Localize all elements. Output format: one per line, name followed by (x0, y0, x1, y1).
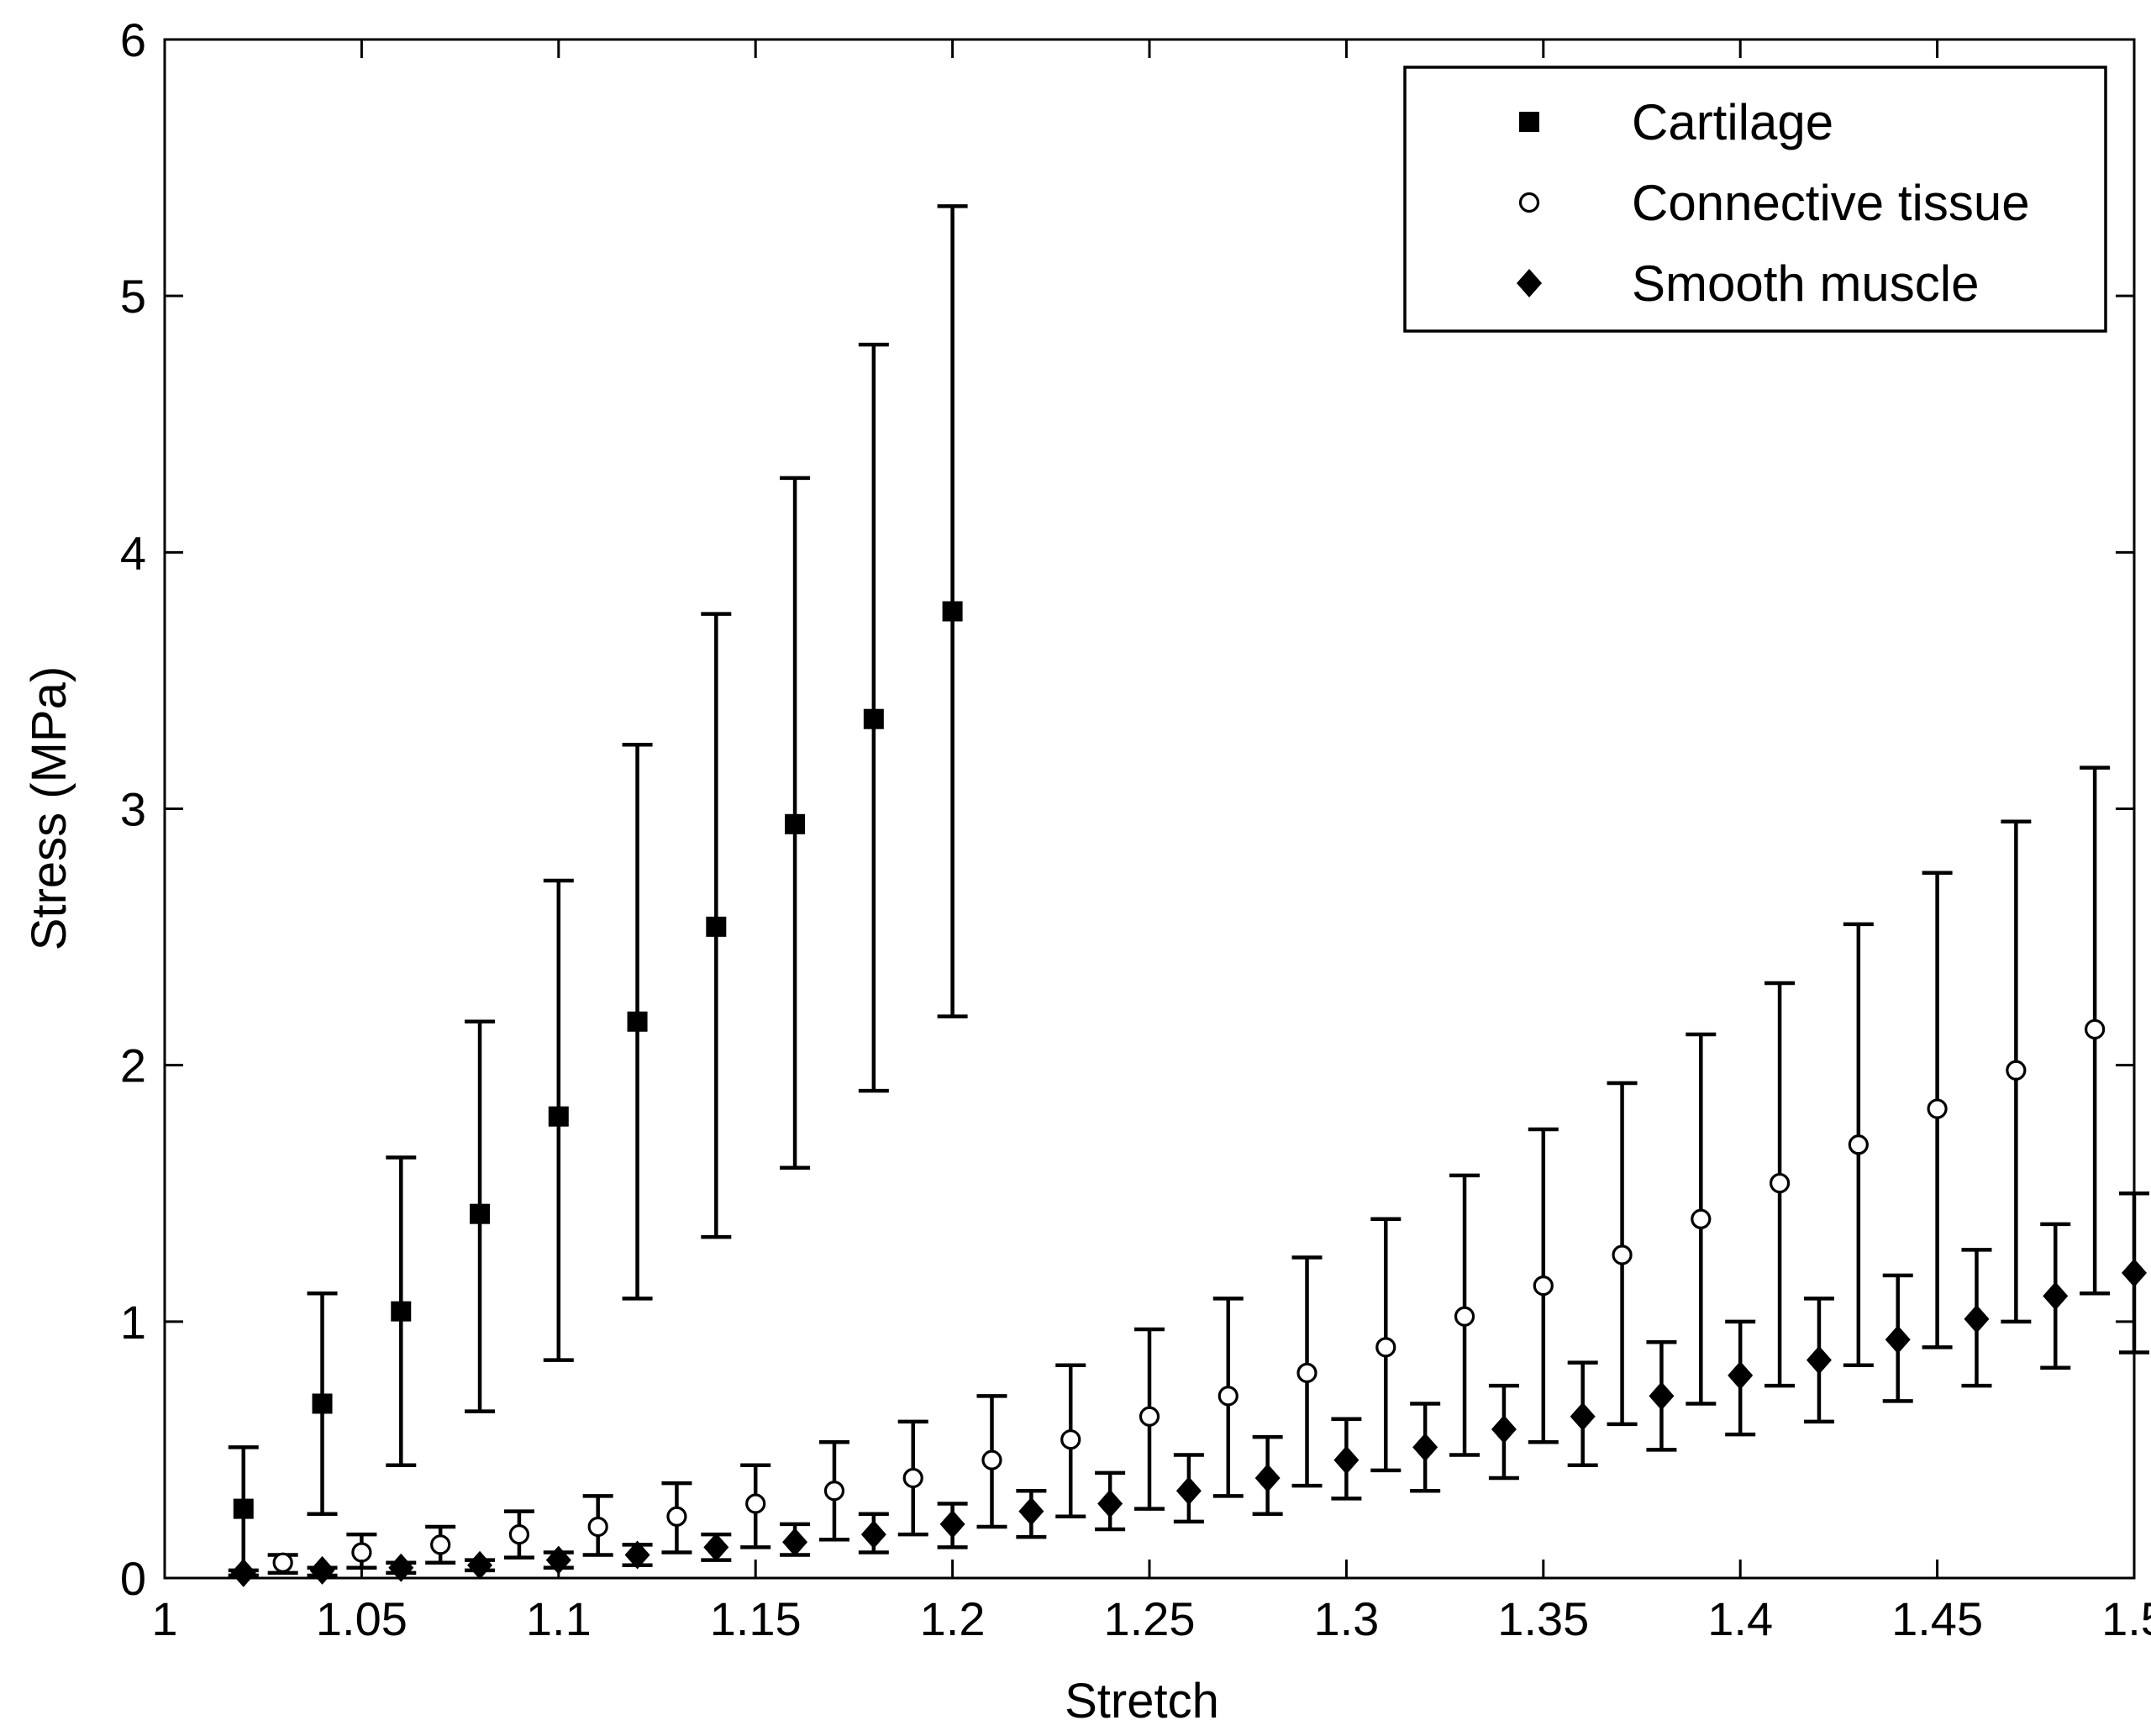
data-point (942, 601, 963, 622)
data-point (430, 1534, 451, 1555)
data-point (981, 1449, 1002, 1470)
data-point (1491, 1415, 1517, 1444)
data-point (1570, 1402, 1596, 1431)
data-point (2043, 1281, 2069, 1311)
data-point (1139, 1406, 1160, 1427)
legend-marker (1518, 192, 1540, 213)
data-point (1217, 1386, 1239, 1407)
x-tick-label: 1.4 (1707, 1592, 1773, 1645)
data-point (1097, 1489, 1123, 1518)
data-point (624, 1540, 650, 1570)
data-point (230, 1558, 256, 1587)
data-point (1691, 1208, 1712, 1229)
data-point (508, 1524, 530, 1545)
data-point (939, 1509, 965, 1539)
legend-item: Smooth muscle (1517, 255, 1980, 312)
data-point (2085, 1018, 2106, 1040)
data-point (1728, 1360, 1754, 1390)
data-point (1927, 1098, 1948, 1119)
legend-marker (1519, 112, 1539, 132)
data-point (467, 1550, 493, 1580)
y-tick-label: 3 (120, 783, 146, 836)
data-point (1412, 1433, 1438, 1462)
data-point (1375, 1337, 1396, 1358)
x-tick-label: 1.3 (1313, 1592, 1379, 1645)
data-point (1885, 1325, 1911, 1355)
axes: 11.051.11.151.21.251.31.351.41.451.50123… (120, 13, 2151, 1645)
legend-label: Smooth muscle (1632, 255, 1980, 312)
data-point (2006, 1060, 2027, 1081)
data-point (1806, 1345, 1832, 1375)
x-tick-label: 1.35 (1497, 1592, 1589, 1645)
data-point (587, 1516, 608, 1538)
legend: Cartilage Connective tissue Smooth muscle (1403, 66, 2107, 333)
data-point (470, 1203, 491, 1224)
data-point (548, 1106, 569, 1127)
series-cartilage (228, 204, 968, 1578)
data-point (627, 1011, 648, 1032)
x-tick-label: 1.25 (1104, 1592, 1196, 1645)
data-point (1296, 1362, 1317, 1383)
data-point (1533, 1276, 1554, 1297)
data-point (312, 1393, 333, 1414)
y-tick-label: 0 (120, 1552, 146, 1605)
data-point (1254, 1463, 1281, 1492)
x-tick-label: 1.05 (316, 1592, 408, 1645)
legend-marker (1517, 269, 1542, 297)
data-point (391, 1301, 412, 1322)
data-point (1769, 1172, 1791, 1194)
legend-item: Connective tissue (1518, 175, 2030, 231)
legend-label: Connective tissue (1632, 175, 2030, 231)
data-point (785, 813, 806, 834)
data-point (745, 1493, 766, 1514)
x-tick-label: 1 (151, 1592, 177, 1645)
y-tick-label: 2 (120, 1039, 146, 1092)
data-point (388, 1553, 414, 1582)
data-point (863, 708, 884, 729)
data-point (1454, 1306, 1475, 1327)
data-point (233, 1498, 254, 1519)
x-tick-label: 1.2 (920, 1592, 986, 1645)
data-point (351, 1542, 372, 1563)
data-marks (228, 204, 2149, 1587)
data-point (902, 1467, 923, 1489)
data-point (1018, 1497, 1044, 1526)
data-point (782, 1528, 808, 1557)
x-tick-label: 1.45 (1891, 1592, 1983, 1645)
data-point (703, 1533, 729, 1562)
data-point (1964, 1304, 1990, 1334)
data-point (1060, 1429, 1081, 1450)
data-point (666, 1506, 687, 1527)
legend-label: Cartilage (1632, 94, 1833, 150)
y-tick-label: 5 (120, 270, 146, 323)
x-tick-label: 1.5 (2101, 1592, 2151, 1645)
legend-item: Cartilage (1519, 94, 1833, 150)
data-point (1848, 1134, 1869, 1155)
y-tick-label: 4 (120, 526, 146, 579)
x-tick-label: 1.1 (526, 1592, 592, 1645)
data-point (272, 1552, 293, 1573)
series-connective-tissue (267, 765, 2111, 1576)
y-tick-label: 1 (120, 1296, 146, 1349)
data-point (706, 916, 727, 937)
data-point (1612, 1244, 1633, 1265)
data-point (1649, 1381, 1675, 1411)
data-point (823, 1481, 845, 1502)
x-axis-title: Stretch (1065, 1674, 1219, 1728)
data-point (1175, 1476, 1202, 1506)
data-point (860, 1520, 886, 1549)
x-tick-label: 1.15 (710, 1592, 802, 1645)
y-tick-label: 6 (120, 13, 146, 66)
y-axis-title: Stress (MPa) (22, 666, 76, 950)
data-point (1333, 1445, 1359, 1475)
